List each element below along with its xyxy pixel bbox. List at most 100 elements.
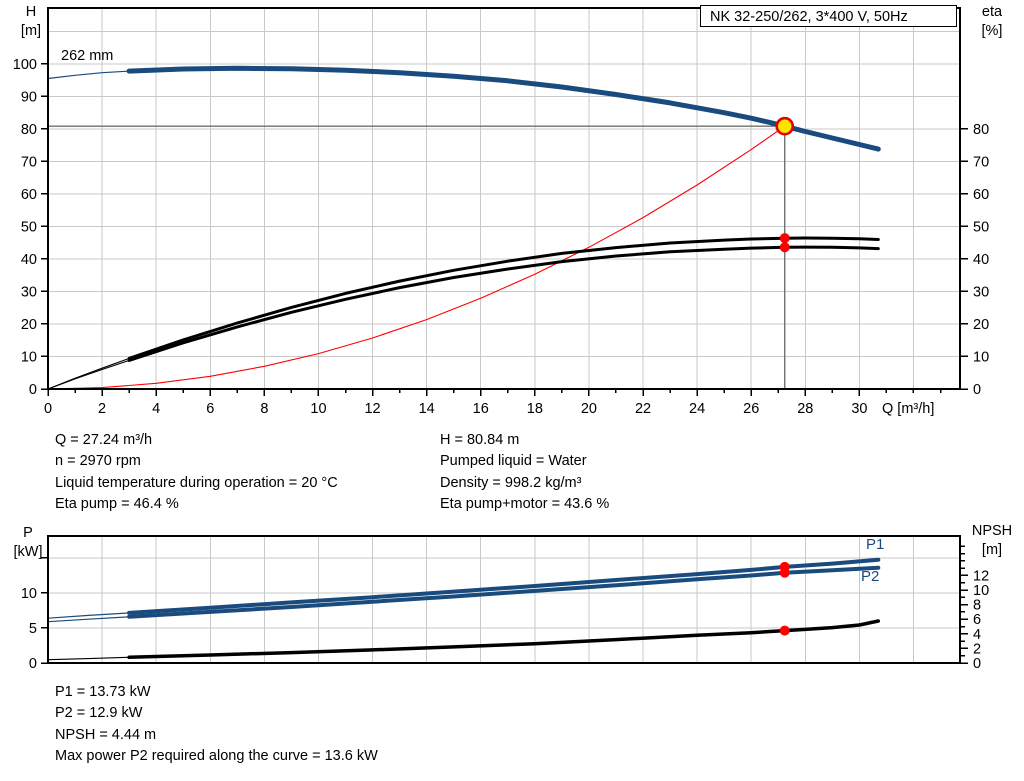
- p-axis-label: P [kW]: [6, 524, 50, 562]
- series-pump-curve-lead: [47, 70, 130, 80]
- axis-ticks: [41, 545, 968, 664]
- duty-marker-dot: [779, 625, 790, 636]
- left-axis-tick-label: 0: [29, 382, 37, 398]
- p-axis-label-name: P: [23, 525, 33, 541]
- x-axis-tick-label: 6: [206, 401, 214, 417]
- right-axis-tick-label: 6: [973, 612, 981, 628]
- x-axis-tick-label: 26: [743, 401, 759, 417]
- p-axis-label-unit: [kW]: [13, 544, 43, 560]
- p2-curve-label: P2: [861, 568, 880, 585]
- x-axis-tick-label: 30: [851, 401, 867, 417]
- npsh-axis-label: NPSH [m]: [962, 522, 1022, 560]
- x-axis-tick-label: 12: [364, 401, 380, 417]
- x-axis-tick-label: 14: [419, 401, 435, 417]
- pump-model-title-box: NK 32-250/262, 3*400 V, 50Hz: [700, 5, 957, 27]
- series-eta-pump-motor-curve: [127, 245, 880, 362]
- series-system-curve: [47, 125, 786, 390]
- right-axis-tick-label: 50: [973, 219, 989, 235]
- axis-ticks: [41, 63, 968, 396]
- x-axis-tick-label: 2: [98, 401, 106, 417]
- npsh-axis-label-name: NPSH: [971, 523, 1013, 539]
- result-h: H = 80.84 m: [440, 432, 520, 448]
- duty-marker-dot: [779, 242, 790, 253]
- left-axis-tick-label: 5: [29, 621, 37, 637]
- right-axis-tick-label: 8: [973, 598, 981, 614]
- x-axis-tick-label: 20: [581, 401, 597, 417]
- p1-curve-label: P1: [866, 536, 885, 553]
- plot-frame: [47, 535, 961, 664]
- plot-frame: [47, 7, 961, 390]
- result-speed: n = 2970 rpm: [55, 453, 141, 470]
- power-results-block: P1 = 13.73 kW P2 = 12.9 kW NPSH = 4.44 m…: [55, 682, 378, 768]
- series-pump-curve-262mm: [126, 65, 881, 152]
- x-axis-tick-label: 4: [152, 401, 160, 417]
- x-axis-tick-label: 28: [797, 401, 813, 417]
- result-p2: P2 = 12.9 kW: [55, 705, 143, 722]
- left-axis-tick-label: 0: [29, 656, 37, 672]
- result-npsh: NPSH = 4.44 m: [55, 726, 157, 743]
- tick-labels: 0 10 20 30 40 50 60 70 80 90 100 0 10 20 30 40 50 60 70 80 0…: [13, 57, 989, 417]
- result-eta-pump: Eta pump = 46.4 %: [55, 496, 179, 513]
- duty-results-left-column: Q = 27.24 m³/h n = 2970 rpm Liquid tempe…: [55, 430, 338, 516]
- x-axis-tick-label: 16: [473, 401, 489, 417]
- right-axis-tick-label: 2: [973, 641, 981, 657]
- left-axis-tick-label: 70: [21, 154, 37, 170]
- series-eta-pump-motor-lead: [47, 359, 130, 390]
- impeller-diameter-label: 262 mm: [61, 48, 114, 64]
- result-max-power-p2: Max power P2 required along the curve = …: [55, 748, 378, 765]
- series-eta-pump-curve: [127, 236, 880, 360]
- left-axis-tick-label: 40: [21, 252, 37, 268]
- x-axis-tick-label: 8: [260, 401, 268, 417]
- result-p1: P1 = 13.73 kW: [55, 684, 151, 700]
- x-axis-tick-label: 22: [635, 401, 651, 417]
- npsh-axis-label-unit: [m]: [981, 542, 1003, 558]
- q-axis-label: Q [m³/h]: [882, 401, 935, 417]
- result-pumped-liquid: Pumped liquid = Water: [440, 453, 587, 470]
- x-axis-tick-label: 18: [527, 401, 543, 417]
- x-axis-tick-label: 24: [689, 401, 705, 417]
- h-axis-label-name: H: [25, 4, 37, 20]
- left-axis-tick-label: 50: [21, 219, 37, 235]
- hq-eta-chart: 0 10 20 30 40 50 60 70 80 90 100 0 10 20 30 40 50 60 70 80 0…: [13, 7, 989, 417]
- left-axis-tick-label: 10: [21, 349, 37, 365]
- series-p2-lead: [47, 616, 130, 623]
- eta-axis-label: eta [%]: [966, 3, 1018, 41]
- left-axis-tick-label: 20: [21, 317, 37, 333]
- right-axis-tick-label: 10: [973, 583, 989, 599]
- duty-marker-dot: [779, 233, 790, 244]
- duty-point-marker: [775, 116, 795, 136]
- series-p1-lead: [47, 612, 130, 619]
- result-density: Density = 998.2 kg/m³: [440, 474, 582, 491]
- right-axis-tick-label: 10: [973, 349, 989, 365]
- x-axis-tick-label: 0: [44, 401, 52, 417]
- left-axis-tick-label: 80: [21, 122, 37, 138]
- left-axis-tick-label: 10: [21, 586, 37, 602]
- eta-axis-label-name: eta: [981, 4, 1003, 20]
- left-axis-tick-label: 30: [21, 284, 37, 300]
- series-npsh-curve: [127, 619, 881, 660]
- right-axis-tick-label: 60: [973, 187, 989, 203]
- right-axis-tick-label: 0: [973, 382, 981, 398]
- right-axis-tick-label: 0: [973, 656, 981, 672]
- right-axis-tick-label: 20: [973, 317, 989, 333]
- left-axis-tick-label: 90: [21, 89, 37, 105]
- h-axis-label: H [m]: [10, 3, 52, 41]
- right-axis-tick-label: 30: [973, 284, 989, 300]
- series-p2-curve: [127, 565, 881, 619]
- right-axis-tick-label: 40: [973, 252, 989, 268]
- duty-point-lines: [48, 125, 786, 389]
- eta-axis-label-unit: [%]: [981, 23, 1003, 39]
- x-axis-tick-label: 10: [310, 401, 326, 417]
- series-npsh-lead: [47, 656, 130, 661]
- duty-results-right-column: H = 80.84 m Pumped liquid = Water Densit…: [440, 430, 609, 516]
- result-q: Q = 27.24 m³/h: [55, 432, 153, 448]
- right-axis-tick-label: 4: [973, 627, 981, 643]
- right-axis-tick-label: 80: [973, 122, 989, 138]
- right-axis-tick-label: 12: [973, 568, 989, 584]
- gridlines: [48, 8, 960, 389]
- result-eta-pump-motor: Eta pump+motor = 43.6 %: [440, 496, 610, 513]
